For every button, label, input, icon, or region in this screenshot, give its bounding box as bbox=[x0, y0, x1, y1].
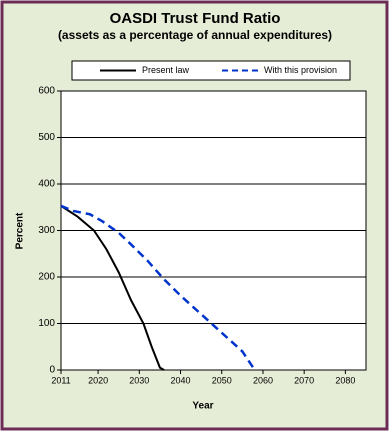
legend-label: Present law bbox=[142, 65, 190, 75]
series-line bbox=[60, 205, 165, 371]
x-tick-label: 2040 bbox=[171, 375, 191, 385]
y-tick-label: 300 bbox=[38, 225, 55, 236]
legend-box bbox=[71, 60, 351, 81]
x-tick-label: 2060 bbox=[253, 375, 273, 385]
x-tick-label: 2030 bbox=[129, 375, 149, 385]
y-tick-label: 600 bbox=[38, 86, 55, 97]
legend-label: With this provision bbox=[264, 65, 337, 75]
y-tick-label: 200 bbox=[38, 272, 55, 283]
chart-subtitle: (assets as a percentage of annual expend… bbox=[58, 28, 332, 42]
chart-title: OASDI Trust Fund Ratio bbox=[110, 10, 281, 27]
y-axis-title: Percent bbox=[15, 212, 26, 249]
x-tick-label: 2080 bbox=[335, 375, 355, 385]
y-tick-label: 500 bbox=[38, 132, 55, 143]
x-tick-label: 2050 bbox=[212, 375, 232, 385]
x-tick-label: 2070 bbox=[294, 375, 314, 385]
y-tick-label: 0 bbox=[49, 365, 55, 376]
x-tick-label: 2011 bbox=[51, 375, 70, 385]
y-tick-label: 400 bbox=[38, 179, 55, 190]
y-tick-label: 100 bbox=[38, 318, 55, 329]
x-tick-label: 2020 bbox=[88, 375, 108, 385]
x-axis-title: Year bbox=[192, 401, 213, 412]
series-line bbox=[60, 204, 256, 371]
